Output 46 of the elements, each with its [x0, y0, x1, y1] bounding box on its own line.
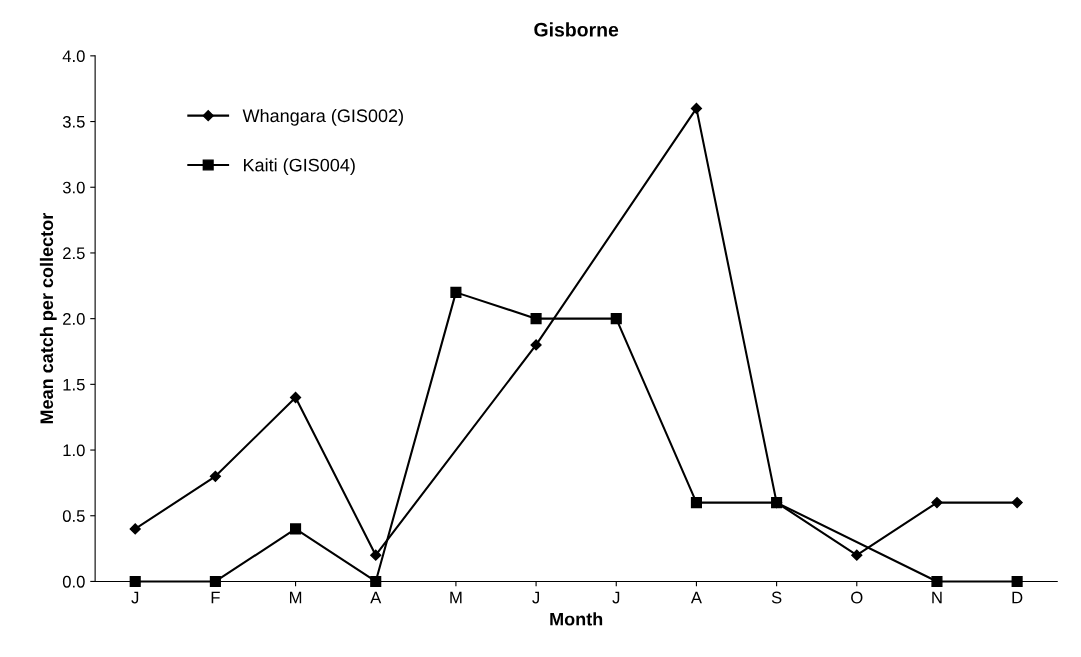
y-axis-title: Mean catch per collector	[39, 213, 57, 424]
x-tick-label: J	[131, 591, 139, 604]
legend-label: Whangara (GIS002)	[242, 108, 403, 126]
point	[1011, 497, 1023, 509]
x-tick-label: F	[211, 591, 220, 604]
y-tick-label: 3.0	[62, 181, 85, 194]
x-axis-title: Month	[550, 612, 603, 626]
chart-title: Gisborne	[534, 22, 619, 37]
point	[129, 575, 141, 588]
x-tick-label: A	[690, 591, 702, 604]
point	[690, 102, 703, 115]
x-tick-label: A	[370, 591, 382, 604]
point	[370, 549, 382, 561]
y-tick-label: 2.0	[63, 313, 85, 325]
point	[209, 470, 221, 482]
point	[610, 313, 622, 325]
x-tick-label: M	[289, 591, 302, 604]
x-tick-label: O	[851, 591, 863, 604]
point	[290, 523, 302, 535]
x-tick-label: J	[532, 591, 540, 604]
x-tick-label: S	[771, 591, 782, 604]
y-tick-label: 2.5	[63, 247, 85, 260]
point	[931, 497, 943, 509]
point	[690, 497, 702, 509]
point	[851, 549, 863, 561]
point	[209, 575, 221, 588]
y-tick-label: 0.5	[62, 510, 85, 522]
y-tick-label: 4.0	[62, 50, 85, 63]
point	[771, 497, 783, 509]
point	[289, 391, 302, 404]
x-tick-label: N	[932, 591, 942, 604]
point	[530, 313, 542, 325]
x-tick-label: J	[612, 591, 620, 604]
y-tick-label: 0.0	[62, 575, 85, 588]
point	[129, 523, 141, 535]
point	[370, 575, 382, 588]
x-tick-label: M	[450, 591, 462, 604]
point	[530, 339, 542, 351]
x-tick-label: D	[1012, 591, 1023, 604]
legend-label: Kaiti (GIS004)	[243, 158, 355, 176]
point	[450, 286, 462, 298]
y-tick-label: 3.5	[62, 115, 85, 128]
point	[931, 575, 943, 588]
point	[1011, 575, 1023, 588]
y-tick-label: 1.5	[63, 378, 85, 391]
y-tick-label: 1.0	[63, 444, 85, 457]
